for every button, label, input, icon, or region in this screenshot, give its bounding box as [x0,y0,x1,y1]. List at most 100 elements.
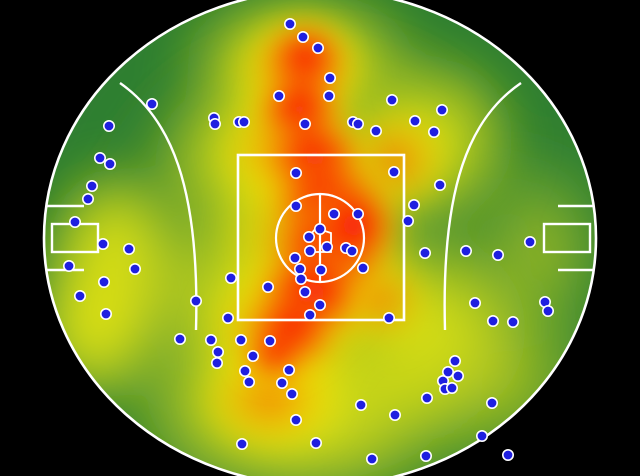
shot-point[interactable] [506,315,519,328]
shot-point[interactable] [69,216,82,229]
shot-point[interactable] [523,236,536,249]
shot-point[interactable] [82,193,95,206]
shot-point[interactable] [468,296,481,309]
shot-point[interactable] [261,280,274,293]
shot-point[interactable] [94,152,107,165]
shot-point[interactable] [296,30,309,43]
shot-point[interactable] [365,452,378,465]
shot-point[interactable] [385,94,398,107]
shot-point[interactable] [285,387,298,400]
shot-point[interactable] [420,391,433,404]
shot-point[interactable] [100,307,113,320]
shot-point[interactable] [235,333,248,346]
shot-point[interactable] [356,261,369,274]
shot-point[interactable] [303,245,316,258]
shot-point[interactable] [486,314,499,327]
shot-point[interactable] [236,437,249,450]
shot-points-layer [62,17,554,465]
shot-point[interactable] [293,262,306,275]
shot-point[interactable] [345,245,358,258]
boundary-rope [42,0,598,476]
shot-point[interactable] [311,41,324,54]
shot-point[interactable] [190,294,203,307]
shot-point[interactable] [351,208,364,221]
shot-point[interactable] [212,345,225,358]
shot-point[interactable] [441,365,454,378]
shot-point[interactable] [239,364,252,377]
shot-point[interactable] [263,334,276,347]
shot-point[interactable] [289,167,302,180]
shot-point[interactable] [313,223,326,236]
shot-point[interactable] [123,243,136,256]
shot-point[interactable] [459,245,472,258]
shot-point[interactable] [419,449,432,462]
crease-mark [305,226,332,253]
shot-point[interactable] [97,238,110,251]
boundary-arc-left [119,82,198,331]
shot-point[interactable] [303,308,316,321]
shot-point[interactable] [247,349,260,362]
shot-point[interactable] [298,285,311,298]
shot-point[interactable] [433,179,446,192]
shot-point[interactable] [272,90,285,103]
shot-point[interactable] [103,120,116,133]
shot-point[interactable] [445,381,458,394]
sightscreen-right [542,222,592,254]
shot-point[interactable] [387,166,400,179]
shot-point[interactable] [205,333,218,346]
shot-point[interactable] [289,413,302,426]
shot-point[interactable] [288,252,301,265]
shot-point[interactable] [322,90,335,103]
shot-point[interactable] [283,17,296,30]
shot-point[interactable] [382,311,395,324]
shot-point[interactable] [211,356,224,369]
shot-point[interactable] [238,116,251,129]
infield-rectangle [236,153,406,322]
shot-point[interactable] [320,241,333,254]
shot-point[interactable] [407,199,420,212]
shot-point[interactable] [369,125,382,138]
shot-point[interactable] [104,158,117,171]
shot-point[interactable] [401,215,414,228]
shot-point[interactable] [485,396,498,409]
shot-point[interactable] [314,263,327,276]
shot-point[interactable] [86,180,99,193]
shot-point[interactable] [351,118,364,131]
shot-point[interactable] [302,231,315,244]
shot-point[interactable] [475,429,488,442]
shot-point[interactable] [222,311,235,324]
shot-point[interactable] [243,375,256,388]
boundary-arc-right [443,82,522,331]
shot-point[interactable] [146,98,159,111]
shot-point[interactable] [491,249,504,262]
shot-point[interactable] [289,200,302,213]
shot-point[interactable] [354,398,367,411]
shot-point[interactable] [408,115,421,128]
shot-point[interactable] [129,262,142,275]
shot-point[interactable] [174,332,187,345]
shot-point[interactable] [388,408,401,421]
shot-point[interactable] [309,436,322,449]
shot-point[interactable] [448,354,461,367]
shot-point[interactable] [225,271,238,284]
shot-point[interactable] [541,304,554,317]
shot-point[interactable] [501,448,514,461]
shot-point[interactable] [74,289,87,302]
shot-point[interactable] [275,376,288,389]
shot-point[interactable] [418,247,431,260]
shot-point[interactable] [298,118,311,131]
shot-point[interactable] [294,272,307,285]
shot-point[interactable] [313,298,326,311]
shot-point[interactable] [323,72,336,85]
shot-point[interactable] [62,259,75,272]
shot-point[interactable] [282,363,295,376]
shot-point[interactable] [435,104,448,117]
shot-point[interactable] [451,369,464,382]
shot-point[interactable] [98,275,111,288]
shot-point[interactable] [427,126,440,139]
shot-point[interactable] [327,208,340,221]
shot-point[interactable] [209,118,222,131]
